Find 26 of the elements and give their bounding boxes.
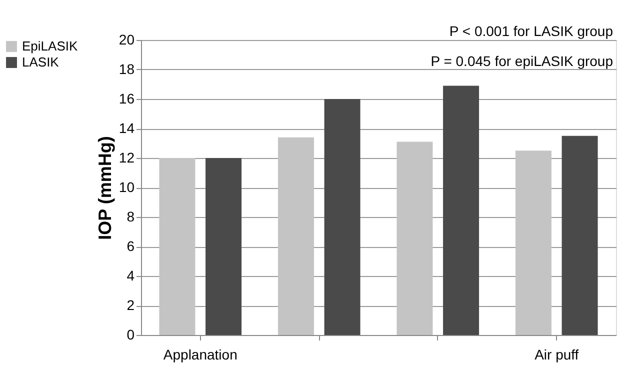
- y-tick-label: 20: [118, 32, 135, 48]
- y-tick-label: 4: [126, 268, 135, 284]
- x-tick-label: Air puff: [534, 346, 579, 362]
- bar: [443, 86, 480, 335]
- y-tick-label: 12: [118, 150, 135, 166]
- bar: [206, 158, 242, 335]
- bar: [562, 136, 598, 335]
- y-tick-label: 16: [118, 90, 135, 106]
- legend-label: LASIK: [22, 54, 60, 70]
- y-axis-title: IOP (mmHg): [94, 136, 115, 240]
- bar: [278, 137, 314, 335]
- y-tick-label: 8: [126, 208, 135, 224]
- bar: [515, 150, 552, 335]
- y-tick-label: 0: [126, 326, 135, 342]
- y-tick-label: 18: [118, 61, 135, 77]
- bar: [159, 158, 196, 335]
- y-tick-label: 2: [126, 297, 135, 313]
- y-tick-label: 10: [118, 179, 135, 195]
- y-tick-label: 14: [118, 120, 135, 136]
- y-tick-label: 6: [126, 238, 135, 254]
- bar: [324, 99, 360, 335]
- annotation: P = 0.045 for epiLASIK group: [430, 53, 614, 69]
- text: P < 0.001 for LASIK group: [449, 23, 614, 39]
- x-tick-label: Applanation: [163, 346, 238, 362]
- legend-label: EpiLASIK: [22, 38, 78, 54]
- bar: [396, 142, 433, 335]
